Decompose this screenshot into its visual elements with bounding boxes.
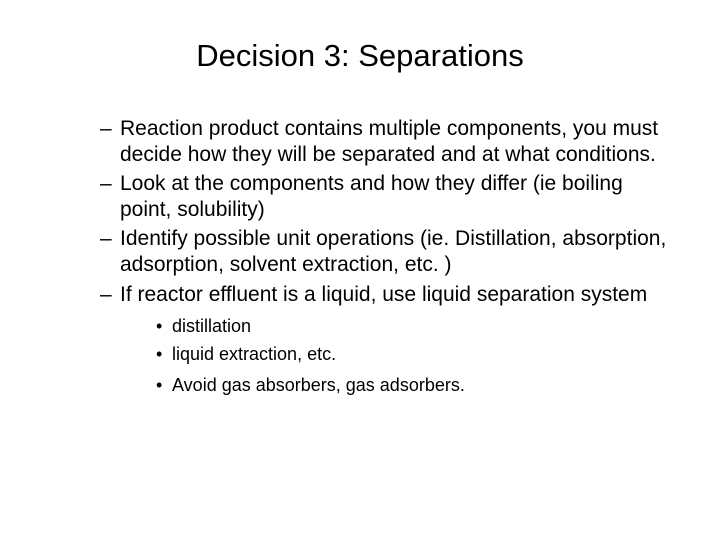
sub-bullet-list: Avoid gas absorbers, gas adsorbers. — [120, 374, 672, 397]
slide: Decision 3: Separations Reaction product… — [0, 0, 720, 540]
sub-bullet-list: distillation liquid extraction, etc. — [120, 315, 672, 366]
bullet-item: If reactor effluent is a liquid, use liq… — [100, 282, 672, 398]
bullet-item: Look at the components and how they diff… — [100, 171, 672, 222]
bullet-list: Reaction product contains multiple compo… — [48, 116, 672, 397]
bullet-text: Look at the components and how they diff… — [120, 172, 623, 221]
bullet-item: Identify possible unit operations (ie. D… — [100, 226, 672, 277]
sub-bullet-item: liquid extraction, etc. — [156, 343, 672, 366]
sub-bullet-text: liquid extraction, etc. — [172, 344, 336, 364]
sub-bullet-text: distillation — [172, 316, 251, 336]
sub-bullet-item: distillation — [156, 315, 672, 338]
sub-bullet-text: Avoid gas absorbers, gas adsorbers. — [172, 375, 465, 395]
bullet-text: Reaction product contains multiple compo… — [120, 117, 658, 166]
bullet-text: Identify possible unit operations (ie. D… — [120, 227, 666, 276]
bullet-item: Reaction product contains multiple compo… — [100, 116, 672, 167]
bullet-text: If reactor effluent is a liquid, use liq… — [120, 283, 647, 306]
slide-title: Decision 3: Separations — [48, 38, 672, 74]
sub-bullet-item: Avoid gas absorbers, gas adsorbers. — [156, 374, 672, 397]
